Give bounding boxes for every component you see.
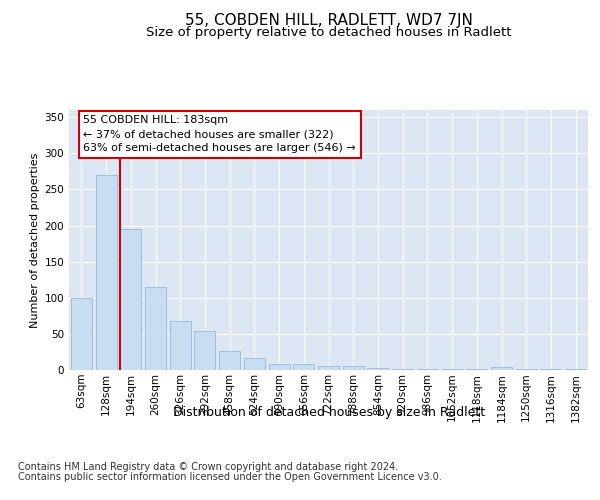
Bar (491, 367, 512, 370)
Bar (170, 321, 191, 370)
Bar (219, 350, 240, 370)
Text: 55, COBDEN HILL, RADLETT, WD7 7JN: 55, COBDEN HILL, RADLETT, WD7 7JN (185, 12, 473, 28)
Text: 55 COBDEN HILL: 183sqm
← 37% of detached houses are smaller (322)
63% of semi-de: 55 COBDEN HILL: 183sqm ← 37% of detached… (83, 115, 356, 153)
Bar (95, 175, 116, 370)
Text: Distribution of detached houses by size in Radlett: Distribution of detached houses by size … (173, 406, 485, 419)
Bar (516, 368, 537, 370)
Bar (244, 358, 265, 370)
Y-axis label: Number of detached properties: Number of detached properties (30, 152, 40, 328)
Bar (145, 287, 166, 370)
Bar (367, 368, 388, 370)
Bar (343, 366, 364, 370)
Bar (293, 364, 314, 370)
Bar (120, 229, 141, 370)
Text: Size of property relative to detached houses in Radlett: Size of property relative to detached ho… (146, 26, 512, 39)
Bar (194, 331, 215, 370)
Text: Contains HM Land Registry data © Crown copyright and database right 2024.: Contains HM Land Registry data © Crown c… (18, 462, 398, 472)
Bar (318, 366, 339, 370)
Bar (269, 364, 290, 370)
Bar (392, 368, 413, 370)
Bar (71, 298, 92, 370)
Text: Contains public sector information licensed under the Open Government Licence v3: Contains public sector information licen… (18, 472, 442, 482)
